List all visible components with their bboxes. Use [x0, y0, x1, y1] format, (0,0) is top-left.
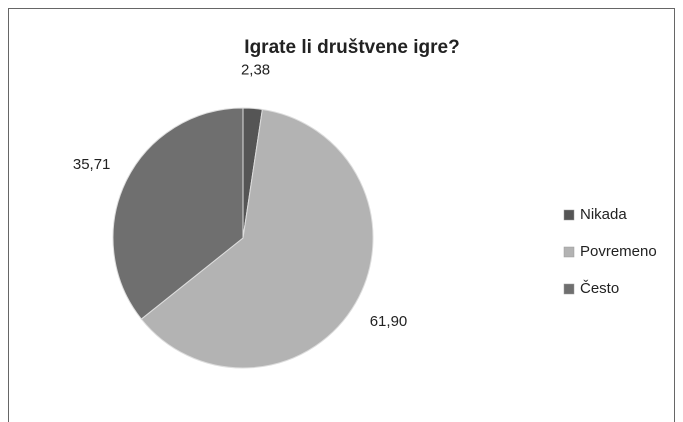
chart-title: Igrate li društvene igre?: [244, 37, 459, 58]
legend-label: Nikada: [580, 206, 627, 223]
data-label: 2,38: [241, 61, 270, 78]
data-label: 61,90: [370, 313, 408, 330]
pie-slice: [112, 107, 244, 320]
pie-slice: [140, 108, 374, 369]
data-label: 35,71: [73, 156, 111, 173]
legend-label: Povremeno: [580, 243, 657, 260]
legend-swatch: [563, 283, 575, 295]
legend-swatch: [563, 209, 575, 221]
legend-label: Često: [580, 280, 619, 297]
legend-swatch: [563, 246, 575, 258]
